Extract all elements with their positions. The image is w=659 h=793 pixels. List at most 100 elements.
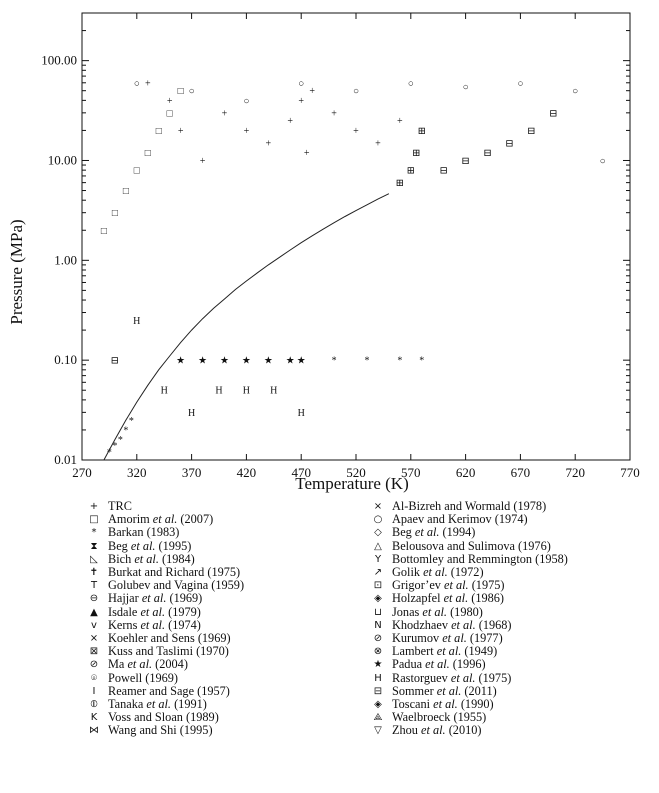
data-point: H bbox=[270, 386, 277, 397]
data-point: + bbox=[304, 148, 310, 159]
legend-label: Kerns et al. (1974) bbox=[108, 617, 201, 632]
data-point: ○ bbox=[189, 86, 195, 97]
legend-label: TRC bbox=[108, 499, 132, 513]
legend-marker-icon: N bbox=[374, 619, 382, 631]
legend-marker-icon: I bbox=[92, 685, 96, 697]
legend-label: Tanaka et al. (1991) bbox=[108, 697, 207, 712]
legend-marker-icon: ⊟ bbox=[373, 685, 383, 697]
data-point: ★ bbox=[286, 356, 295, 367]
y-tick-label: 10.00 bbox=[48, 152, 77, 167]
data-point: * bbox=[107, 448, 112, 459]
legend-item: Y Bottomley and Remmington (1958) bbox=[370, 552, 646, 566]
legend-label: Al-Bizreh and Wormald (1978) bbox=[392, 499, 547, 513]
legend-label: Toscani et al. (1990) bbox=[392, 697, 494, 712]
data-point: ★ bbox=[297, 356, 306, 367]
legend-item: ⊠ Kuss and Taslimi (1970) bbox=[86, 645, 362, 658]
legend-label: Lambert et al. (1949) bbox=[392, 644, 498, 659]
legend-item: H Rastorguev et al. (1975) bbox=[370, 671, 646, 685]
data-point: + bbox=[167, 96, 173, 107]
saturation-curve bbox=[103, 193, 390, 461]
x-tick-label: 570 bbox=[401, 465, 421, 480]
legend-label: Reamer and Sage (1957) bbox=[108, 683, 230, 698]
legend-item: + TRC bbox=[86, 499, 362, 513]
legend-marker-icon: ◈ bbox=[374, 699, 382, 711]
legend-label: Khodzhaev et al. (1968) bbox=[392, 617, 512, 632]
legend-marker-icon: □ bbox=[89, 514, 99, 526]
legend-label: Grigor’ev et al. (1975) bbox=[392, 578, 505, 593]
legend-item: ⊘ Kurumov et al. (1977) bbox=[370, 631, 646, 646]
data-point: * bbox=[419, 356, 424, 367]
legend-label: Beg et al. (1994) bbox=[392, 525, 476, 540]
legend-item: T Golubev and Vagina (1959) bbox=[86, 579, 362, 592]
data-point: ○ bbox=[517, 78, 523, 89]
legend-item: ▽ Zhou et al. (2010) bbox=[370, 724, 646, 737]
data-point: ⊞ bbox=[396, 178, 404, 189]
legend-item: ⌾ Powell (1969) bbox=[86, 671, 362, 685]
legend-marker-icon: K bbox=[90, 712, 98, 724]
legend-label: Jonas et al. (1980) bbox=[392, 604, 483, 619]
legend-marker-icon: ◇ bbox=[374, 527, 382, 539]
data-point: ★ bbox=[264, 356, 273, 367]
data-point: + bbox=[375, 138, 381, 149]
legend-marker-icon: ⧗ bbox=[90, 540, 98, 552]
legend-marker-icon: ⊗ bbox=[373, 646, 383, 658]
legend-marker-icon: × bbox=[373, 501, 383, 512]
legend-marker-icon: ⟁ bbox=[373, 712, 383, 724]
legend-item: ⟁ Waelbroeck (1955) bbox=[370, 711, 646, 724]
legend-item: × Al-Bizreh and Wormald (1978) bbox=[370, 499, 646, 513]
x-tick-label: 720 bbox=[565, 465, 585, 480]
data-point: ○ bbox=[298, 78, 304, 89]
data-point: * bbox=[397, 356, 402, 367]
legend-marker-icon: ◈ bbox=[374, 593, 382, 605]
legend-item: ◈ Holzapfel et al. (1986) bbox=[370, 592, 646, 605]
legend-marker-icon: ○ bbox=[373, 514, 383, 526]
legend-marker-icon: ⋈ bbox=[89, 725, 99, 737]
data-point: ⊟ bbox=[483, 148, 491, 159]
legend-item: ◈ Toscani et al. (1990) bbox=[370, 697, 646, 712]
legend-item: ⨯ Koehler and Sens (1969) bbox=[86, 631, 362, 645]
legend-item: ↗ Golik et al. (1972) bbox=[370, 565, 646, 579]
data-point: ○ bbox=[134, 78, 140, 89]
legend-label: Sommer et al. (2011) bbox=[392, 683, 497, 698]
data-point: ○ bbox=[463, 82, 469, 93]
legend-item: ⊗ Lambert et al. (1949) bbox=[370, 645, 646, 658]
legend-marker-icon: H bbox=[374, 672, 382, 684]
legend-item: ⊟ Sommer et al. (2011) bbox=[370, 683, 646, 698]
x-tick-label: 520 bbox=[346, 465, 366, 480]
y-axis-label: Pressure (MPa) bbox=[7, 219, 26, 324]
legend-item: ⧗ Beg et al. (1995) bbox=[86, 539, 362, 553]
legend-item: I Reamer and Sage (1957) bbox=[86, 683, 362, 698]
legend-item: ⋈ Wang and Shi (1995) bbox=[86, 724, 362, 737]
x-tick-label: 620 bbox=[456, 465, 476, 480]
legend-item: ⦶ Tanaka et al. (1991) bbox=[86, 697, 362, 712]
data-point: ⊟ bbox=[549, 108, 557, 119]
legend-item: v Kerns et al. (1974) bbox=[86, 617, 362, 632]
legend-item: N Khodzhaev et al. (1968) bbox=[370, 617, 646, 632]
data-point: H bbox=[215, 386, 222, 397]
legend-marker-icon: ⊖ bbox=[89, 593, 99, 605]
legend-marker-icon: ↗ bbox=[373, 567, 383, 579]
legend-item: ◇ Beg et al. (1994) bbox=[370, 526, 646, 539]
legend-item: ⊔ Jonas et al. (1980) bbox=[370, 604, 646, 619]
legend-label: Bich et al. (1984) bbox=[108, 551, 195, 566]
data-point: ○ bbox=[572, 86, 578, 97]
data-point: □ bbox=[134, 166, 140, 177]
data-point: ⊟ bbox=[461, 156, 469, 167]
legend-marker-icon: Y bbox=[374, 553, 382, 565]
data-point: ⊟ bbox=[111, 356, 119, 367]
data-point: + bbox=[309, 86, 315, 97]
legend-marker-icon: △ bbox=[374, 540, 382, 552]
legend-marker-icon: v bbox=[91, 619, 97, 631]
legend-marker-icon: * bbox=[91, 527, 97, 539]
data-point: + bbox=[265, 138, 271, 149]
data-point: □ bbox=[123, 186, 129, 197]
legend-marker-icon: ▲ bbox=[90, 606, 98, 618]
y-tick-label: 0.10 bbox=[54, 352, 77, 367]
legend-item: △ Belousova and Sulimova (1976) bbox=[370, 539, 646, 553]
data-point: * bbox=[123, 425, 128, 436]
data-point: * bbox=[129, 416, 134, 427]
data-point: ⊟ bbox=[505, 138, 513, 149]
legend-label: Kurumov et al. (1977) bbox=[392, 631, 503, 646]
legend-item: □ Amorim et al. (2007) bbox=[86, 513, 362, 526]
legend-marker-icon: ▽ bbox=[374, 725, 382, 737]
